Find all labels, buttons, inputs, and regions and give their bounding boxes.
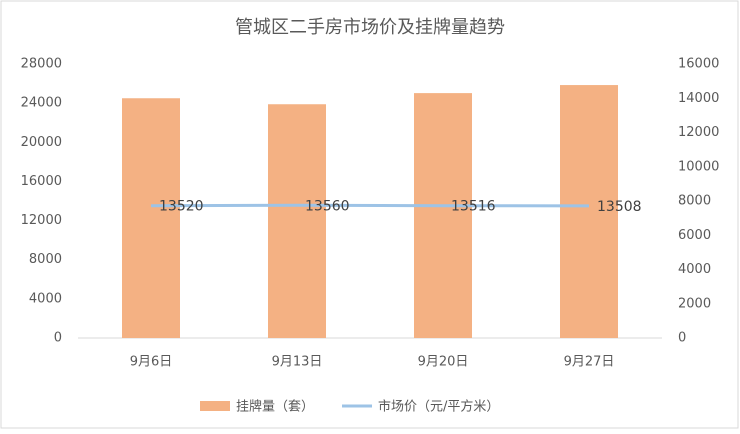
bar [560, 85, 618, 338]
legend-label: 挂牌量（套） [236, 399, 314, 415]
x-tick-label: 9月20日 [418, 355, 469, 370]
data-label: 13560 [305, 198, 350, 214]
data-label: 13508 [597, 199, 642, 215]
y-tick-label: 28000 [21, 57, 62, 72]
y-tick-label: 16000 [21, 174, 62, 189]
data-label: 13520 [159, 199, 204, 215]
y2-tick-label: 2000 [678, 296, 711, 311]
y2-tick-label: 14000 [678, 91, 719, 106]
x-tick-label: 9月27日 [564, 355, 615, 370]
y2-tick-label: 6000 [678, 228, 711, 243]
legend-swatch [200, 401, 230, 411]
bar [122, 98, 180, 338]
legend-label: 市场价（元/平方米） [378, 399, 499, 415]
y2-tick-label: 0 [678, 331, 686, 346]
y-tick-label: 12000 [21, 213, 62, 228]
x-tick-label: 9月13日 [272, 355, 323, 370]
line [150, 203, 590, 208]
x-tick-label: 9月6日 [130, 355, 173, 370]
y2-tick-label: 16000 [678, 57, 719, 72]
y-tick-label: 4000 [29, 291, 62, 306]
y2-tick-label: 10000 [678, 159, 719, 174]
bar [414, 93, 472, 338]
y2-tick-label: 4000 [678, 262, 711, 277]
bar [268, 104, 326, 339]
chart-title: 管城区二手房市场价及挂牌量趋势 [235, 17, 505, 38]
y-tick-label: 24000 [21, 96, 62, 111]
y2-tick-label: 12000 [678, 125, 719, 140]
y2-tick-label: 8000 [678, 194, 711, 209]
y-tick-label: 8000 [29, 252, 62, 267]
y-tick-label: 20000 [21, 135, 62, 150]
y-tick-label: 0 [54, 331, 62, 346]
data-label: 13516 [451, 199, 496, 215]
